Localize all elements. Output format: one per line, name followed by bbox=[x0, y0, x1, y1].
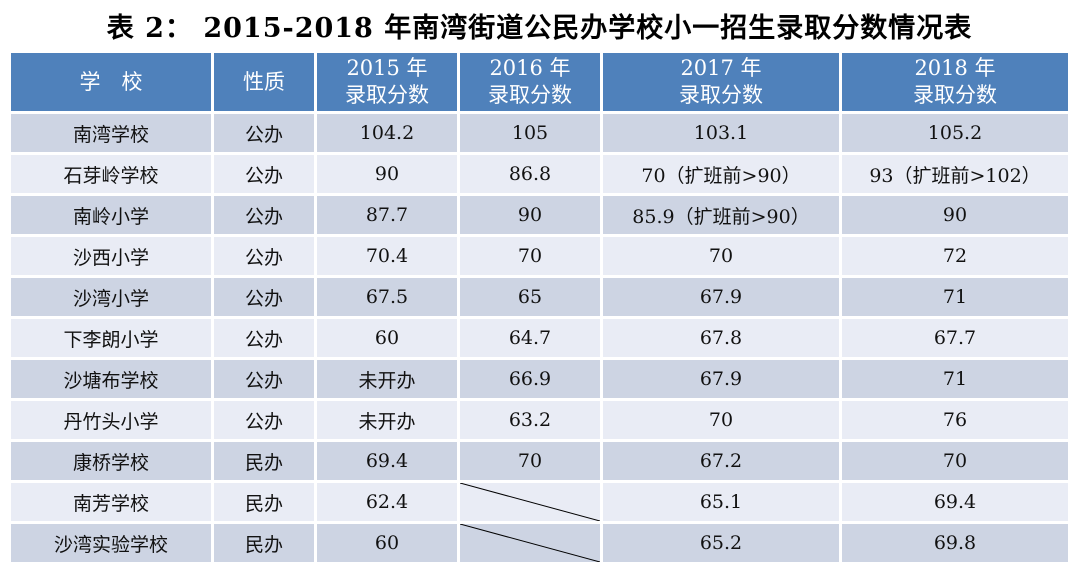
column-header: 2015 年录取分数 bbox=[317, 53, 457, 111]
score-cell: 87.7 bbox=[317, 196, 457, 234]
school-name-cell: 沙西小学 bbox=[11, 237, 211, 275]
column-title: 性质 bbox=[243, 69, 285, 94]
school-name-cell: 石芽岭学校 bbox=[11, 155, 211, 193]
score-cell: 67.7 bbox=[842, 319, 1068, 357]
score-cell: 70.4 bbox=[317, 237, 457, 275]
table-row: 康桥学校 民办 69.4 70 67.2 70 bbox=[11, 442, 1068, 480]
table-row: 丹竹头小学 公办 未开办 63.2 70 76 bbox=[11, 401, 1068, 439]
table-row: 沙塘布学校 公办 未开办 66.9 67.9 71 bbox=[11, 360, 1068, 398]
score-cell: 62.4 bbox=[317, 483, 457, 521]
column-subtitle: 录取分数 bbox=[679, 83, 763, 107]
school-name-cell: 南芳学校 bbox=[11, 483, 211, 521]
score-cell: 60 bbox=[317, 319, 457, 357]
score-cell: 65.2 bbox=[603, 524, 839, 562]
school-type-cell: 公办 bbox=[214, 360, 314, 398]
school-name-cell: 丹竹头小学 bbox=[11, 401, 211, 439]
score-cell: 105 bbox=[460, 114, 600, 152]
column-header: 性质 bbox=[214, 53, 314, 111]
header-row: 学 校性质 2015 年录取分数 2016 年录取分数 2017 年录取分数 2018 … bbox=[11, 53, 1068, 111]
score-cell: 76 bbox=[842, 401, 1068, 439]
school-type-cell: 公办 bbox=[214, 196, 314, 234]
score-cell: 64.7 bbox=[460, 319, 600, 357]
table-body: 南湾学校 公办 104.2 105 103.1 105.2 石芽岭学校 公办 90 86.8 70（… bbox=[11, 114, 1068, 562]
score-cell: 86.8 bbox=[460, 155, 600, 193]
column-title: 2018 年 bbox=[914, 56, 996, 80]
school-type-cell: 公办 bbox=[214, 278, 314, 316]
score-cell: 60 bbox=[317, 524, 457, 562]
school-type-cell: 民办 bbox=[214, 442, 314, 480]
school-name-cell: 沙塘布学校 bbox=[11, 360, 211, 398]
crossed-out-cell bbox=[460, 524, 600, 562]
score-cell: 105.2 bbox=[842, 114, 1068, 152]
score-cell: 65.1 bbox=[603, 483, 839, 521]
column-title: 2016 年 bbox=[489, 56, 571, 80]
score-cell: 67.9 bbox=[603, 278, 839, 316]
column-title: 2017 年 bbox=[680, 56, 762, 80]
school-type-cell: 公办 bbox=[214, 401, 314, 439]
score-cell: 67.2 bbox=[603, 442, 839, 480]
diagonal-slash-icon bbox=[460, 483, 600, 521]
page-title: 表 2： 2015-2018 年南湾街道公民办学校小一招生录取分数情况表 bbox=[106, 13, 973, 44]
school-type-cell: 公办 bbox=[214, 114, 314, 152]
score-cell: 未开办 bbox=[317, 401, 457, 439]
score-cell: 67.5 bbox=[317, 278, 457, 316]
table-row: 石芽岭学校 公办 90 86.8 70（扩班前>90） 93（扩班前>102） bbox=[11, 155, 1068, 193]
column-header: 学 校 bbox=[11, 53, 211, 111]
score-cell: 67.8 bbox=[603, 319, 839, 357]
table-row: 南湾学校 公办 104.2 105 103.1 105.2 bbox=[11, 114, 1068, 152]
score-cell: 67.9 bbox=[603, 360, 839, 398]
score-cell: 69.4 bbox=[317, 442, 457, 480]
crossed-out-cell bbox=[460, 483, 600, 521]
column-subtitle: 录取分数 bbox=[345, 83, 429, 107]
score-cell: 70 bbox=[603, 237, 839, 275]
column-header: 2016 年录取分数 bbox=[460, 53, 600, 111]
score-cell: 104.2 bbox=[317, 114, 457, 152]
table-row: 南芳学校 民办 62.4 65.1 69.4 bbox=[11, 483, 1068, 521]
column-title: 学 校 bbox=[79, 69, 143, 94]
school-name-cell: 沙湾实验学校 bbox=[11, 524, 211, 562]
school-name-cell: 沙湾小学 bbox=[11, 278, 211, 316]
school-name-cell: 南岭小学 bbox=[11, 196, 211, 234]
school-type-cell: 民办 bbox=[214, 483, 314, 521]
school-type-cell: 公办 bbox=[214, 319, 314, 357]
school-name-cell: 南湾学校 bbox=[11, 114, 211, 152]
score-cell: 70（扩班前>90） bbox=[603, 155, 839, 193]
table-row: 下李朗小学 公办 60 64.7 67.8 67.7 bbox=[11, 319, 1068, 357]
school-type-cell: 公办 bbox=[214, 237, 314, 275]
table-row: 沙湾实验学校 民办 60 65.2 69.8 bbox=[11, 524, 1068, 562]
score-cell: 85.9（扩班前>90） bbox=[603, 196, 839, 234]
score-cell: 70 bbox=[460, 237, 600, 275]
table-row: 沙湾小学 公办 67.5 65 67.9 71 bbox=[11, 278, 1068, 316]
score-cell: 90 bbox=[460, 196, 600, 234]
score-cell: 72 bbox=[842, 237, 1068, 275]
column-subtitle: 录取分数 bbox=[913, 83, 997, 107]
score-cell: 103.1 bbox=[603, 114, 839, 152]
score-cell: 65 bbox=[460, 278, 600, 316]
score-cell: 69.4 bbox=[842, 483, 1068, 521]
score-cell: 71 bbox=[842, 278, 1068, 316]
score-cell: 未开办 bbox=[317, 360, 457, 398]
column-header: 2018 年录取分数 bbox=[842, 53, 1068, 111]
score-cell: 90 bbox=[842, 196, 1068, 234]
table-row: 南岭小学 公办 87.7 90 85.9（扩班前>90） 90 bbox=[11, 196, 1068, 234]
score-cell: 71 bbox=[842, 360, 1068, 398]
score-cell: 70 bbox=[603, 401, 839, 439]
column-header: 2017 年录取分数 bbox=[603, 53, 839, 111]
school-name-cell: 康桥学校 bbox=[11, 442, 211, 480]
score-cell: 93（扩班前>102） bbox=[842, 155, 1068, 193]
score-cell: 63.2 bbox=[460, 401, 600, 439]
admission-scores-table: 学 校性质 2015 年录取分数 2016 年录取分数 2017 年录取分数 2018 … bbox=[8, 50, 1071, 565]
score-cell: 90 bbox=[317, 155, 457, 193]
table-row: 沙西小学 公办 70.4 70 70 72 bbox=[11, 237, 1068, 275]
school-type-cell: 公办 bbox=[214, 155, 314, 193]
column-title: 2015 年 bbox=[346, 56, 428, 80]
diagonal-slash-icon bbox=[460, 524, 600, 562]
school-name-cell: 下李朗小学 bbox=[11, 319, 211, 357]
score-cell: 70 bbox=[460, 442, 600, 480]
school-type-cell: 民办 bbox=[214, 524, 314, 562]
column-subtitle: 录取分数 bbox=[488, 83, 572, 107]
score-cell: 66.9 bbox=[460, 360, 600, 398]
score-cell: 69.8 bbox=[842, 524, 1068, 562]
score-cell: 70 bbox=[842, 442, 1068, 480]
